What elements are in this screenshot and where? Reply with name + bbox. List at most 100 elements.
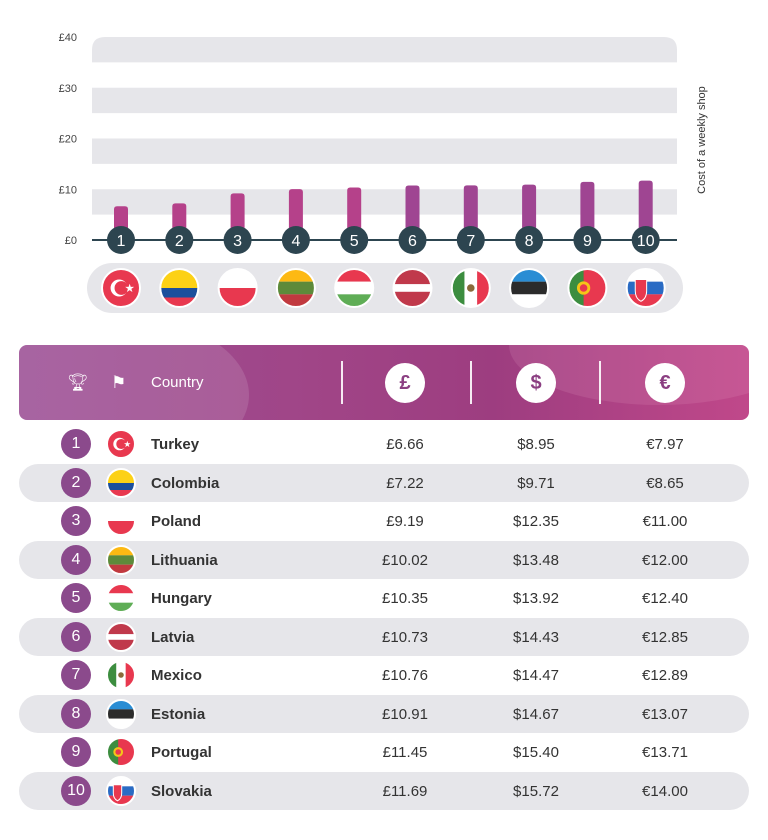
price-eur: €8.65 — [646, 474, 684, 492]
table-header: 🏆︎ ⚑ Country £ $ € — [19, 345, 749, 420]
price-gbp: £9.19 — [386, 513, 424, 530]
table-row: 4 Lithuania £10.02 $13.48 €12.00 — [19, 540, 749, 579]
price-usd: $14.67 — [513, 705, 559, 723]
country-name: Lithuania — [151, 551, 218, 569]
dollar-header: $ — [516, 363, 556, 403]
x-tick-label: 6 — [408, 233, 417, 250]
x-tick-label: 1 — [117, 233, 126, 250]
flag-lithuania-icon — [275, 268, 316, 308]
rank-badge: 1 — [61, 429, 91, 459]
rank-badge: 3 — [61, 506, 91, 536]
price-usd: $13.48 — [513, 551, 559, 569]
rank-marker — [515, 226, 544, 254]
price-usd: $8.95 — [517, 436, 555, 453]
pound-header: £ — [385, 363, 425, 403]
bar-chart: £0 £10 £20 £30 £40 Cost of a weekly shop 1 ★ 2 3 4… — [59, 32, 708, 313]
rank-badge: 10 — [61, 775, 91, 806]
price-gbp: £10.76 — [382, 667, 428, 684]
table-row: 7 Mexico £10.76 $14.47 €12.89 — [19, 656, 749, 694]
y-tick-label: £0 — [65, 235, 77, 247]
price-gbp: £10.73 — [382, 628, 428, 646]
country-header: Country — [151, 374, 204, 391]
svg-text:★: ★ — [124, 439, 132, 449]
flag-slovakia-icon — [625, 268, 666, 308]
rank-marker — [107, 226, 135, 254]
table-row: 5 Hungary £10.35 $13.92 €12.40 — [19, 579, 749, 617]
price-gbp: £7.22 — [386, 474, 424, 492]
country-name: Poland — [151, 513, 202, 530]
country-name: Latvia — [151, 628, 195, 646]
price-eur: €13.07 — [642, 705, 688, 723]
x-tick-label: 7 — [466, 233, 475, 250]
country-name: Portugal — [151, 744, 212, 761]
bar-portugal — [580, 181, 595, 240]
x-tick-label: 3 — [233, 233, 242, 250]
x-tick-label: 2 — [175, 233, 184, 250]
flag-colombia-icon — [159, 268, 200, 308]
table-row: 6 Latvia £10.73 $14.43 €12.85 — [19, 617, 749, 656]
flag-estonia-icon — [106, 698, 136, 729]
svg-text:★: ★ — [124, 283, 134, 295]
flag-portugal-icon — [567, 268, 608, 308]
price-usd: $13.92 — [513, 590, 559, 607]
y-tick-label: £30 — [59, 83, 77, 95]
rank-marker — [456, 226, 485, 254]
x-tick-label: 5 — [350, 233, 359, 250]
rank-marker — [398, 226, 427, 254]
y-tick-label: £10 — [59, 184, 77, 196]
price-eur: €7.97 — [646, 436, 684, 453]
price-gbp: £6.66 — [386, 436, 424, 453]
flag-colombia-icon — [106, 467, 136, 498]
bar-mexico — [463, 185, 478, 240]
country-name: Turkey — [151, 436, 200, 453]
rank-badge: 6 — [61, 621, 91, 652]
grid-band — [92, 87, 677, 114]
price-gbp: £10.35 — [382, 590, 428, 607]
price-eur: €14.00 — [642, 782, 688, 800]
price-gbp: £10.91 — [382, 705, 428, 723]
x-tick-label: 9 — [583, 233, 592, 250]
price-usd: $14.47 — [513, 667, 559, 684]
price-eur: €12.00 — [642, 551, 688, 569]
table-row: 10 Slovakia £11.69 $15.72 €14.00 — [19, 771, 749, 810]
price-gbp: £11.45 — [382, 744, 428, 761]
rank-badge: 4 — [61, 544, 91, 575]
x-tick-label: 4 — [291, 233, 300, 250]
flag-turkey-icon: ★ — [106, 429, 136, 459]
trophy-icon: 🏆︎ — [67, 373, 89, 392]
table-row: 2 Colombia £7.22 $9.71 €8.65 — [19, 463, 749, 502]
table-row: 9 Portugal £11.45 $15.40 €13.71 — [19, 733, 749, 771]
table-row: 3 Poland £9.19 $12.35 €11.00 — [19, 502, 749, 540]
price-usd: $9.71 — [517, 474, 555, 492]
price-gbp: £10.02 — [382, 551, 428, 569]
flag-latvia-icon — [392, 268, 433, 308]
rank-marker — [573, 226, 602, 254]
x-tick-label: 8 — [525, 233, 534, 250]
country-name: Colombia — [151, 474, 220, 492]
price-usd: $12.35 — [513, 513, 559, 530]
y-axis-label: Cost of a weekly shop — [696, 86, 708, 194]
rank-marker — [631, 226, 660, 254]
bar-latvia — [405, 185, 420, 240]
rank-badge: 5 — [61, 583, 91, 613]
table-row: 8 Estonia £10.91 $14.67 €13.07 — [19, 694, 749, 733]
price-eur: €12.40 — [642, 590, 688, 607]
flag-mexico-icon — [106, 660, 136, 690]
country-name: Slovakia — [151, 782, 212, 800]
rank-badge: 8 — [61, 698, 91, 729]
x-tick-label: 10 — [637, 233, 655, 250]
country-name: Hungary — [151, 590, 212, 607]
rank-marker — [281, 226, 310, 254]
y-tick-label: £20 — [59, 134, 77, 146]
price-eur: €11.00 — [642, 513, 688, 530]
price-eur: €12.85 — [642, 628, 688, 646]
flag-icon: ⚑ — [111, 373, 127, 392]
price-eur: €13.71 — [642, 744, 688, 761]
rank-marker — [340, 226, 369, 254]
flag-poland-icon — [217, 268, 258, 308]
flag-estonia-icon — [509, 268, 550, 308]
price-gbp: £11.69 — [382, 782, 428, 800]
flag-hungary-icon — [106, 583, 136, 613]
flag-mexico-icon — [450, 268, 491, 308]
y-tick-label: £40 — [59, 32, 77, 44]
